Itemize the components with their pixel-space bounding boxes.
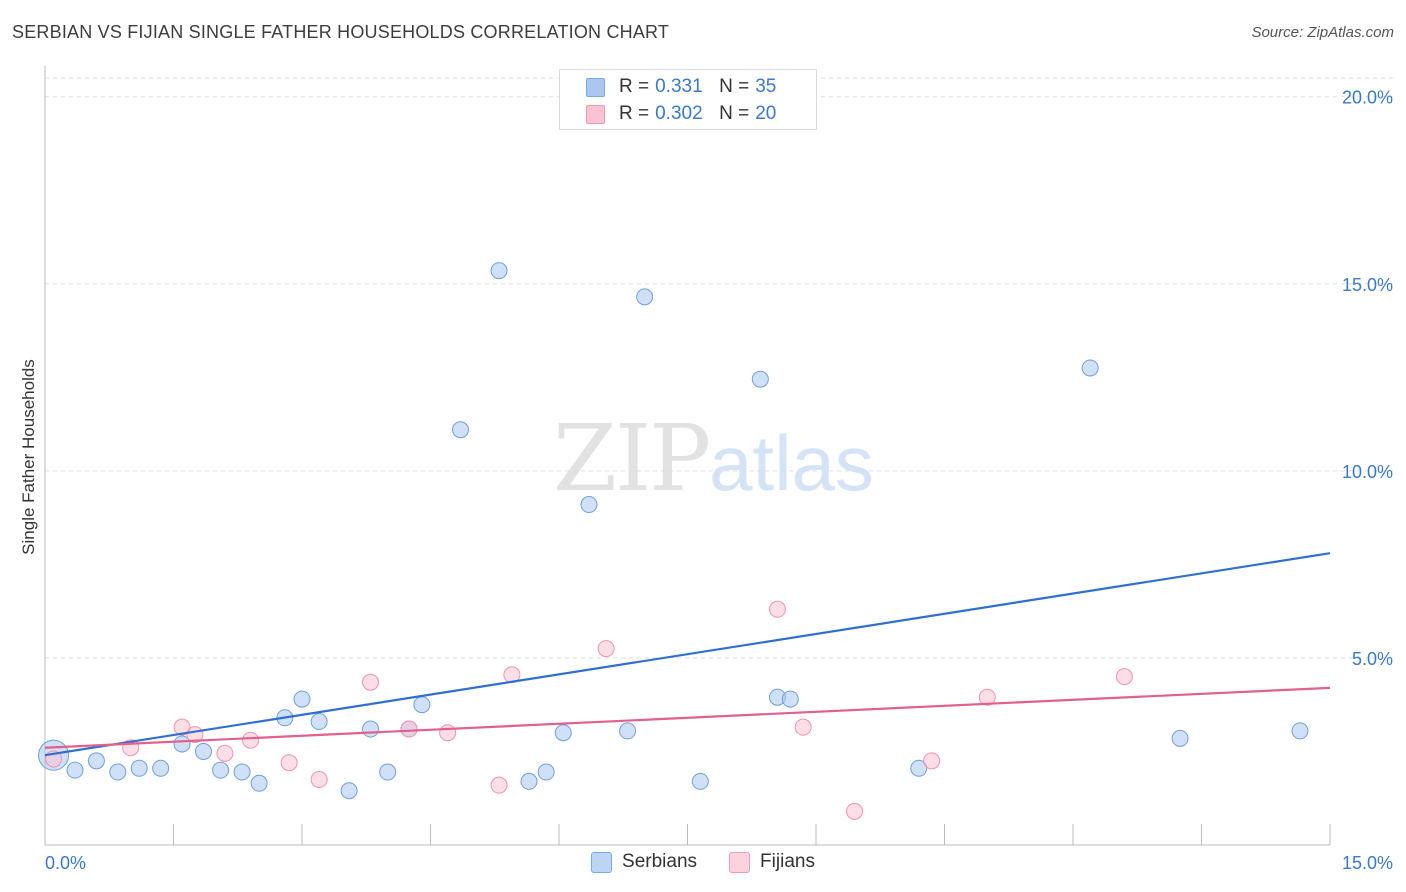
- data-point-fijians: [768, 600, 786, 618]
- y-axis-title: Single Father Households: [19, 359, 38, 555]
- data-point-fijians: [173, 718, 191, 736]
- data-point-serbians: [751, 370, 769, 388]
- data-point-fijians: [242, 731, 260, 749]
- data-point-fijians: [310, 771, 328, 789]
- data-point-serbians: [233, 763, 251, 781]
- data-point-serbians: [490, 262, 508, 280]
- data-point-fijians: [597, 640, 615, 658]
- data-point-serbians: [340, 782, 358, 800]
- trend-line-serbians: [44, 552, 1331, 757]
- legend-r-label: R =: [619, 76, 650, 97]
- data-point-serbians: [554, 724, 572, 742]
- data-point-serbians: [310, 713, 328, 731]
- data-point-serbians: [580, 496, 598, 514]
- legend-r-value: 0.331: [655, 76, 703, 97]
- data-point-serbians: [619, 722, 637, 740]
- data-points: [38, 262, 1309, 820]
- data-point-serbians: [910, 759, 928, 777]
- data-point-serbians: [109, 763, 127, 781]
- data-point-fijians: [280, 754, 298, 772]
- data-point-serbians: [451, 421, 469, 439]
- data-point-serbians: [212, 761, 230, 779]
- legend-swatch-serbians: [586, 77, 605, 97]
- data-point-serbians: [636, 288, 654, 306]
- data-point-fijians: [400, 720, 418, 738]
- y-tick-labels: 5.0% 10.0% 15.0% 20.0%: [1342, 88, 1393, 669]
- y-tick-label: 20.0%: [1342, 88, 1393, 108]
- legend-r-label: R =: [619, 103, 650, 124]
- legend-item-fijians[interactable]: Fijians: [729, 851, 815, 873]
- y-tick-label: 15.0%: [1342, 275, 1393, 295]
- y-tick-label: 10.0%: [1342, 462, 1393, 482]
- data-point-fijians: [439, 724, 457, 742]
- data-point-serbians: [413, 696, 431, 714]
- x-tick-label: 15.0%: [1342, 853, 1393, 873]
- data-point-serbians: [173, 735, 191, 753]
- correlation-legend: R = 0.331 N = 35 R = 0.302 N = 20: [559, 69, 817, 130]
- legend-label-fijians: Fijians: [760, 851, 815, 872]
- legend-n-value: 20: [755, 103, 777, 124]
- data-point-fijians: [216, 744, 234, 762]
- data-point-fijians: [978, 688, 996, 706]
- legend-r-value: 0.302: [655, 103, 703, 124]
- data-point-serbians: [293, 690, 311, 708]
- data-point-fijians: [923, 752, 941, 770]
- data-point-serbians: [362, 720, 380, 738]
- data-point-fijians: [1115, 668, 1133, 686]
- series-legend: Serbians Fijians: [0, 851, 1406, 873]
- data-point-serbians: [537, 763, 555, 781]
- trend-lines: [44, 552, 1331, 757]
- trend-line-fijians: [44, 686, 1331, 749]
- gridlines: [45, 77, 1393, 659]
- data-point-serbians: [1081, 359, 1099, 377]
- y-tick-label: 5.0%: [1352, 649, 1393, 669]
- legend-row-serbians: R = 0.331 N = 35: [586, 75, 776, 99]
- data-point-serbians: [1171, 729, 1189, 747]
- axes: [44, 66, 1331, 846]
- legend-row-fijians: R = 0.302 N = 20: [586, 102, 776, 126]
- legend-n-label: N =: [719, 76, 750, 97]
- data-point-serbians: [379, 763, 397, 781]
- data-point-serbians: [691, 772, 709, 790]
- legend-label-serbians: Serbians: [622, 851, 698, 872]
- data-point-serbians: [194, 742, 212, 760]
- chart-title: SERBIAN VS FIJIAN SINGLE FATHER HOUSEHOL…: [12, 22, 670, 42]
- x-tick-label: 0.0%: [45, 853, 86, 873]
- data-point-fijians: [490, 776, 508, 794]
- data-point-fijians: [362, 673, 380, 691]
- legend-swatch-fijians: [729, 851, 751, 873]
- data-point-serbians: [520, 772, 538, 790]
- data-point-serbians: [781, 690, 799, 708]
- data-point-fijians: [794, 718, 812, 736]
- legend-swatch-serbians: [591, 851, 613, 873]
- data-point-serbians: [66, 761, 84, 779]
- data-point-serbians: [152, 759, 170, 777]
- legend-item-serbians[interactable]: Serbians: [591, 851, 697, 873]
- data-point-serbians: [130, 759, 148, 777]
- legend-swatch-fijians: [586, 104, 605, 124]
- legend-n-value: 35: [755, 76, 777, 97]
- data-point-serbians: [87, 752, 105, 770]
- data-point-serbians: [1291, 722, 1309, 740]
- source-label: Source: ZipAtlas.com: [1251, 24, 1394, 41]
- data-point-serbians: [250, 774, 268, 792]
- watermark-atlas: atlas: [709, 419, 874, 507]
- watermark: ZIPatlas: [553, 405, 874, 512]
- watermark-zip: ZIP: [553, 405, 711, 512]
- data-point-fijians: [846, 802, 864, 820]
- legend-n-label: N =: [719, 103, 750, 124]
- x-tick-labels: 0.0% 15.0%: [45, 853, 1393, 873]
